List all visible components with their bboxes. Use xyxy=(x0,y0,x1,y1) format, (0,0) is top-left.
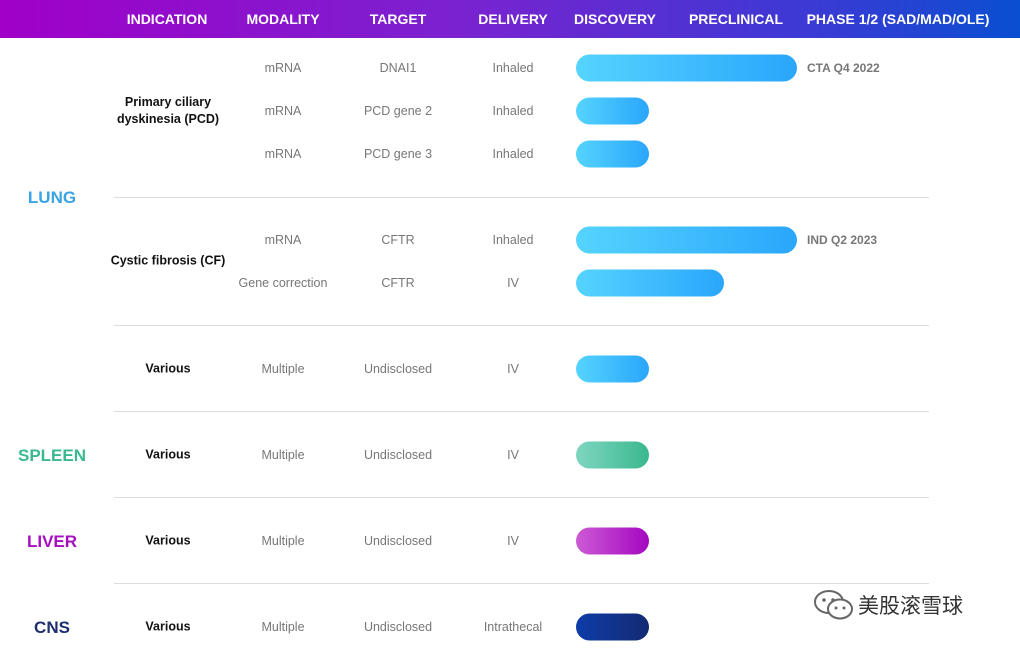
modality-cell: Multiple xyxy=(261,362,305,376)
modality-cell: mRNA xyxy=(264,233,302,247)
delivery-cell: IV xyxy=(507,276,519,290)
delivery-cell: Inhaled xyxy=(492,233,534,247)
header-discovery: DISCOVERY xyxy=(574,11,656,27)
indication-pcd: Primary ciliary dyskinesia (PCD) xyxy=(116,95,220,126)
delivery-cell: IV xyxy=(507,534,519,548)
target-cell: Undisclosed xyxy=(363,362,433,376)
organ-lung-label: LUNG xyxy=(27,188,77,207)
progress-bar xyxy=(576,140,649,168)
indication-cf: Cystic fibrosis (CF) xyxy=(110,253,226,268)
modality-cell: Multiple xyxy=(261,448,305,462)
target-cell: Undisclosed xyxy=(363,534,433,548)
section-divider xyxy=(114,497,929,498)
progress-bar xyxy=(576,54,797,82)
target-cell: CFTR xyxy=(381,233,415,247)
milestone-label: IND Q2 2023 xyxy=(807,233,878,247)
header-target: TARGET xyxy=(369,11,427,27)
indication-various-liver: Various xyxy=(145,533,191,548)
modality-cell: Multiple xyxy=(261,534,305,548)
organ-liver-label: LIVER xyxy=(26,532,78,551)
delivery-cell: Intrathecal xyxy=(483,620,543,634)
pipeline-header: INDICATION MODALITY TARGET DELIVERY DISC… xyxy=(0,0,1020,38)
watermark-text: 美股滚雪球 xyxy=(858,595,963,618)
organ-spleen-label: SPLEEN xyxy=(17,446,87,465)
header-preclinical: PRECLINICAL xyxy=(688,11,784,27)
indication-various-lung: Various xyxy=(145,361,191,376)
delivery-cell: Inhaled xyxy=(492,147,534,161)
target-cell: Undisclosed xyxy=(363,448,433,462)
header-indication: INDICATION xyxy=(126,11,208,27)
delivery-cell: Inhaled xyxy=(492,61,534,75)
target-cell: Undisclosed xyxy=(363,620,433,634)
modality-cell: mRNA xyxy=(264,147,302,161)
organ-cns-label: CNS xyxy=(34,618,70,637)
delivery-cell: IV xyxy=(507,448,519,462)
milestone-label: CTA Q4 2022 xyxy=(807,61,880,75)
modality-cell: mRNA xyxy=(264,61,302,75)
header-delivery: DELIVERY xyxy=(478,11,548,27)
delivery-cell: Inhaled xyxy=(492,104,534,118)
progress-bar xyxy=(576,269,724,297)
header-modality: MODALITY xyxy=(246,11,320,27)
target-cell: PCD gene 2 xyxy=(363,104,433,118)
target-cell: DNAI1 xyxy=(379,61,417,75)
target-cell: PCD gene 3 xyxy=(363,147,433,161)
target-cell: CFTR xyxy=(381,276,415,290)
modality-cell: Multiple xyxy=(261,620,305,634)
indication-various-spleen: Various xyxy=(145,447,191,462)
section-divider xyxy=(114,325,929,326)
progress-bar xyxy=(576,355,649,383)
header-phase: PHASE 1/2 (SAD/MAD/OLE) xyxy=(806,11,990,27)
progress-bar xyxy=(576,441,649,469)
modality-cell: mRNA xyxy=(264,104,302,118)
section-divider xyxy=(114,197,929,198)
indication-various-cns: Various xyxy=(145,619,191,634)
modality-cell: Gene correction xyxy=(238,276,328,290)
progress-bar xyxy=(576,527,649,555)
wechat-icon xyxy=(814,590,853,620)
watermark: 美股滚雪球 xyxy=(812,588,992,622)
progress-bar xyxy=(576,226,797,254)
progress-bar xyxy=(576,97,649,125)
section-divider xyxy=(114,583,929,584)
section-divider xyxy=(114,411,929,412)
progress-bar xyxy=(576,613,649,641)
delivery-cell: IV xyxy=(507,362,519,376)
